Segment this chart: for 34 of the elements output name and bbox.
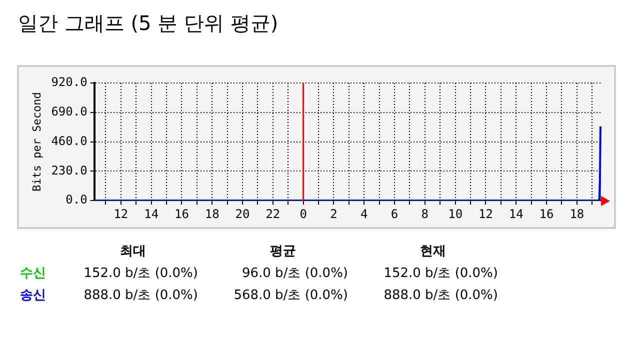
text: 152.0 b/초 (0.0%) <box>82 265 199 283</box>
x-tick-label: 18 <box>204 206 220 221</box>
text: 888.0 b/초 (0.0%) <box>82 287 199 305</box>
x-tick-label: 8 <box>421 206 429 221</box>
x-tick-label: 0 <box>300 206 307 221</box>
y-tick-label: 230.0 <box>51 163 88 178</box>
y-tick-label: 460.0 <box>51 134 88 148</box>
text: 수신 <box>19 265 47 283</box>
x-tick-label: 4 <box>360 206 368 221</box>
x-tick-label: 14 <box>508 206 524 221</box>
text: 현재 <box>419 243 447 261</box>
y-tick-label: 690.0 <box>51 104 88 119</box>
chart-title: 일간 그래프 (5 분 단위 평균) <box>18 10 278 37</box>
text: 96.0 b/초 (0.0%) <box>240 265 349 283</box>
x-tick-label: 2 <box>330 206 338 221</box>
text: 평균 <box>269 243 297 261</box>
text: 888.0 b/초 (0.0%) <box>382 287 499 305</box>
y-axis-title: Bits per Second <box>30 92 44 192</box>
x-tick-label: 16 <box>539 206 554 221</box>
x-tick-label: 16 <box>174 206 189 221</box>
text: 568.0 b/초 (0.0%) <box>232 287 349 305</box>
y-tick-label: 0.0 <box>66 192 88 207</box>
text: 송신 <box>19 287 47 305</box>
x-tick-label: 14 <box>144 206 159 221</box>
x-tick-label: 6 <box>390 206 398 221</box>
y-tick-label: 920.0 <box>51 75 88 90</box>
x-tick-label: 12 <box>114 206 128 221</box>
x-tick-label: 10 <box>448 206 463 221</box>
x-tick-label: 20 <box>235 206 250 221</box>
x-tick-label: 18 <box>570 206 584 221</box>
x-tick-label: 22 <box>266 206 280 221</box>
text: 최대 <box>119 243 147 261</box>
text: 152.0 b/초 (0.0%) <box>382 265 499 283</box>
x-tick-label: 12 <box>478 206 493 221</box>
